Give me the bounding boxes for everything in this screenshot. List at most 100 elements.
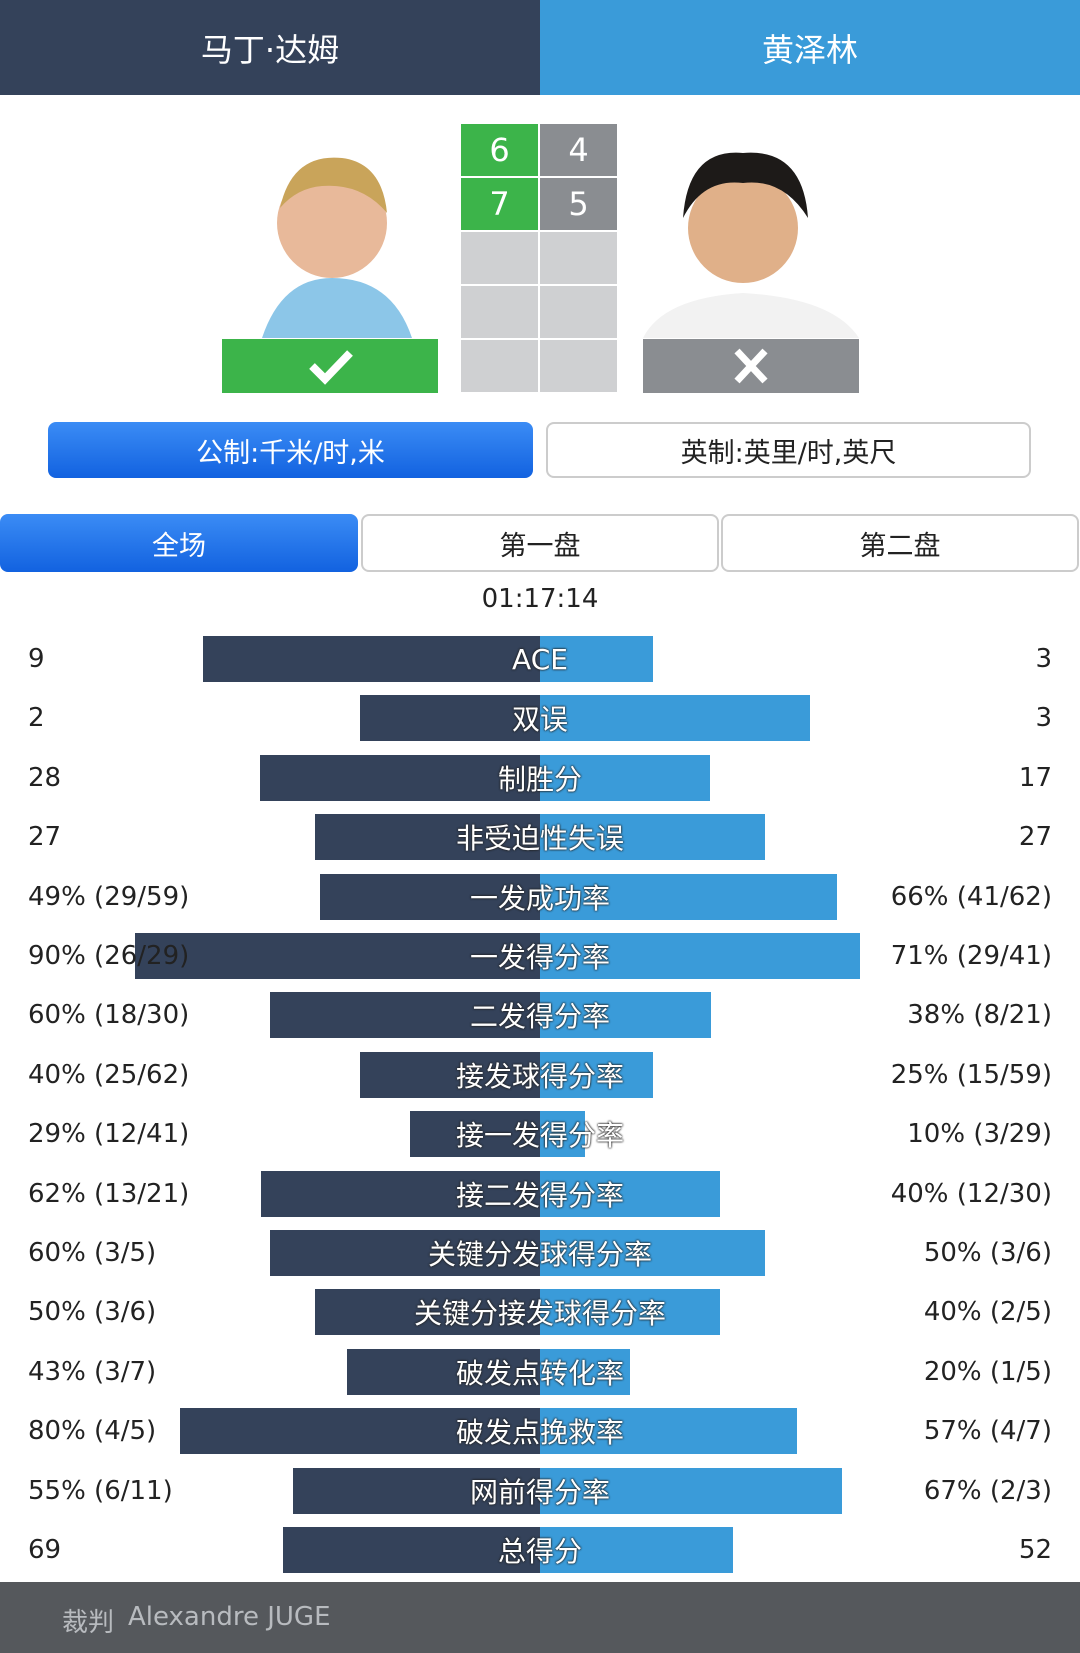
left-value: 9	[28, 644, 45, 674]
right-bar	[540, 1289, 720, 1336]
left-bar	[260, 754, 540, 801]
left-value: 62% (13/21)	[28, 1178, 190, 1209]
left-value: 90% (26/29)	[28, 941, 190, 971]
left-value: 60% (18/30)	[28, 1000, 190, 1031]
empty-set-cell	[540, 286, 617, 338]
right-bar	[540, 1408, 797, 1455]
right-bar	[540, 1230, 765, 1276]
right-value: 57% (4/7)	[923, 1416, 1052, 1447]
stat-name: 制胜分	[497, 762, 582, 796]
stat-name: 接发球得分率	[455, 1059, 624, 1093]
set-score: 7	[461, 178, 538, 230]
right-bar	[540, 1170, 720, 1217]
referee-name: Alexandre JUGE	[128, 1602, 331, 1632]
empty-set-cell	[540, 232, 617, 284]
right-value: 27	[1018, 822, 1052, 853]
left-value: 43% (3/7)	[28, 1356, 157, 1387]
left-value: 69	[28, 1535, 62, 1565]
left-value: 60% (3/5)	[28, 1238, 157, 1268]
left-bar	[283, 1527, 540, 1573]
photo-art	[643, 152, 859, 338]
right-bar	[540, 1111, 585, 1158]
stat-name: 一发得分率	[469, 941, 610, 974]
left-value: 49% (29/59)	[28, 881, 190, 912]
right-value: 52	[1018, 1535, 1052, 1565]
stat-name: 二发得分率	[469, 1000, 610, 1034]
referee-label: 裁判	[62, 1608, 115, 1638]
stat-name: 网前得分率	[469, 1475, 610, 1509]
empty-set-cell	[461, 232, 538, 284]
left-bar	[346, 1348, 540, 1395]
left-bar	[315, 814, 540, 861]
right-bar	[540, 695, 810, 742]
right-value: 71% (29/41)	[890, 941, 1052, 971]
left-bar	[319, 873, 540, 920]
right-value: 67% (2/3)	[923, 1475, 1052, 1506]
left-bar	[360, 1051, 540, 1098]
footer: 裁判 Alexandre JUGE	[0, 1582, 1080, 1653]
left-bar	[409, 1111, 540, 1158]
left-value: 40% (25/62)	[28, 1059, 190, 1090]
left-value: 80% (4/5)	[28, 1416, 157, 1447]
right-value: 17	[1018, 762, 1052, 793]
stat-name: 双误	[511, 703, 568, 737]
right-bar	[540, 1527, 734, 1573]
left-bar	[360, 695, 540, 742]
right-player-name[interactable]: 黄泽林	[540, 0, 1080, 95]
right-value: 25% (15/59)	[890, 1059, 1052, 1090]
right-bar	[540, 1348, 630, 1395]
right-player-photo	[643, 128, 859, 338]
right-value: 3	[1035, 703, 1052, 734]
imperial-toggle[interactable]: 英制:英里/时,英尺	[546, 422, 1031, 478]
stat-name: 接二发得分率	[455, 1178, 624, 1212]
right-bar	[540, 754, 710, 801]
loser-badge	[643, 339, 859, 393]
left-bar	[180, 1408, 540, 1455]
stat-name: 破发点挽救率	[455, 1416, 624, 1450]
left-bar	[292, 1467, 540, 1514]
left-player-photo	[222, 128, 438, 338]
check-icon	[309, 350, 353, 385]
photo-art	[262, 157, 412, 338]
stat-name: 关键分发球得分率	[427, 1238, 652, 1271]
right-bar	[540, 992, 711, 1039]
right-bar	[540, 873, 837, 920]
cross-icon	[734, 348, 768, 384]
right-value: 10% (3/29)	[907, 1119, 1052, 1150]
left-bar	[135, 933, 540, 979]
set-score: 4	[540, 124, 617, 176]
empty-set-cell	[461, 286, 538, 338]
left-player-name[interactable]: 马丁·达姆	[0, 0, 540, 95]
left-bar	[202, 636, 540, 682]
stat-name: 关键分接发球得分率	[413, 1297, 666, 1331]
empty-set-cell	[461, 340, 538, 392]
left-value: 27	[28, 822, 62, 853]
right-value: 20% (1/5)	[923, 1356, 1052, 1387]
right-value: 50% (3/6)	[923, 1238, 1052, 1268]
right-value: 40% (2/5)	[923, 1297, 1052, 1328]
left-value: 50% (3/6)	[28, 1297, 157, 1328]
tab-set1[interactable]: 第一盘	[361, 514, 719, 572]
left-bar	[270, 1230, 540, 1276]
right-bar	[540, 1467, 842, 1514]
left-value: 29% (12/41)	[28, 1119, 190, 1150]
metric-toggle[interactable]: 公制:千米/时,米	[48, 422, 533, 478]
stat-name: 接一发得分率	[455, 1119, 624, 1153]
right-value: 3	[1035, 644, 1052, 674]
left-value: 55% (6/11)	[28, 1475, 173, 1506]
right-value: 38% (8/21)	[907, 1000, 1052, 1031]
match-duration: 01:17:14	[481, 584, 599, 614]
left-bar	[261, 1170, 540, 1217]
right-value: 66% (41/62)	[890, 881, 1052, 912]
left-bar	[270, 992, 540, 1039]
right-bar	[540, 636, 653, 682]
empty-set-cell	[540, 340, 617, 392]
tab-all[interactable]: 全场	[0, 514, 358, 572]
tab-set2[interactable]: 第二盘	[721, 514, 1079, 572]
stat-name: 非受迫性失误	[455, 822, 624, 856]
stat-name: ACE	[512, 642, 568, 676]
set-score: 6	[461, 124, 538, 176]
left-value: 2	[28, 703, 45, 734]
left-bar	[315, 1289, 540, 1336]
